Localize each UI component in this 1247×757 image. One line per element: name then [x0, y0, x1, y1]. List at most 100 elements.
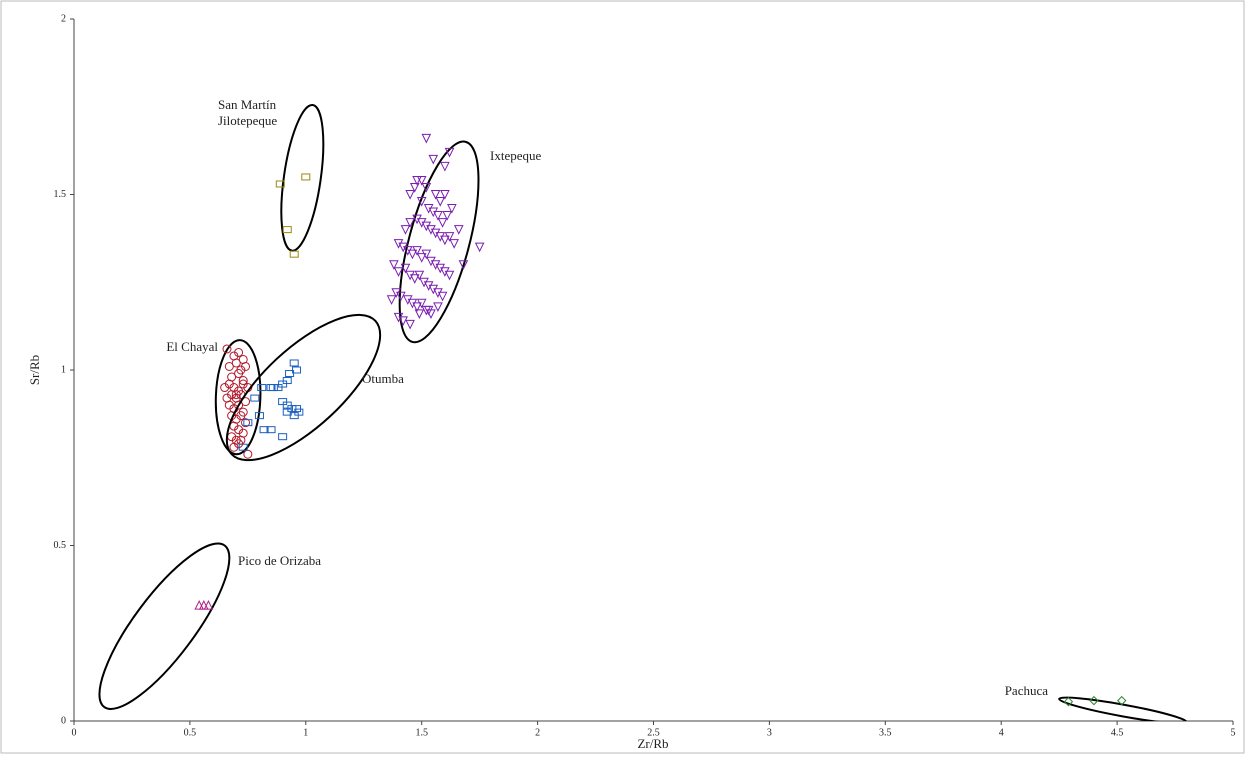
point [292, 405, 302, 413]
point [289, 359, 299, 367]
point [386, 295, 397, 305]
y-tick-label: 0 [61, 715, 66, 726]
point [416, 298, 427, 309]
point [440, 235, 450, 246]
point [292, 366, 302, 374]
point [453, 225, 464, 235]
x-tick-label: 3 [767, 727, 772, 738]
group-label: Ixtepeque [490, 148, 541, 163]
x-tick-label: 4 [999, 727, 1004, 738]
point [282, 401, 292, 409]
point [440, 161, 450, 172]
point [234, 347, 244, 357]
point [447, 204, 457, 214]
point [241, 418, 251, 428]
point [234, 400, 244, 410]
plot [98, 103, 1188, 721]
x-axis-label: Zr/Rb [637, 736, 668, 751]
point [282, 226, 292, 234]
x-tick-label: 4.5 [1111, 727, 1124, 738]
point [1117, 695, 1127, 706]
point [278, 398, 288, 406]
point [442, 211, 453, 221]
point [428, 154, 439, 165]
y-tick-label: 1.5 [54, 189, 67, 200]
point [273, 384, 283, 392]
point [433, 302, 443, 312]
confidence-ellipse [1058, 696, 1188, 721]
point [257, 384, 267, 392]
point [278, 433, 288, 441]
point [409, 182, 420, 193]
point [231, 390, 241, 400]
point [393, 267, 404, 277]
point [203, 600, 214, 610]
point [389, 260, 399, 270]
point [421, 249, 432, 260]
group-label: San Martín Jilotepeque [218, 97, 277, 128]
point [1089, 695, 1099, 706]
point [421, 182, 432, 193]
point [412, 302, 422, 312]
group-label: Pachuca [1005, 683, 1049, 698]
point [405, 190, 415, 200]
point [243, 449, 253, 459]
point [414, 309, 425, 319]
point [285, 370, 295, 378]
confidence-ellipse [225, 313, 382, 462]
point [437, 218, 448, 228]
point [289, 412, 299, 420]
point [222, 344, 232, 354]
confidence-ellipse [280, 103, 325, 252]
y-axis-label: Sr/Rb [27, 355, 42, 385]
point [289, 250, 299, 258]
x-tick-label: 0.5 [184, 727, 197, 738]
point [421, 133, 432, 144]
group-label: El Chayal [166, 339, 218, 354]
point [400, 263, 411, 274]
point [405, 319, 415, 330]
point [444, 147, 455, 158]
point [414, 270, 425, 281]
point [254, 412, 264, 420]
point [238, 443, 248, 451]
point [440, 190, 450, 200]
confidence-ellipse [98, 542, 231, 710]
point [301, 173, 311, 181]
point [236, 411, 246, 421]
point [433, 211, 443, 221]
point [234, 369, 244, 379]
point [430, 190, 441, 200]
point [416, 253, 427, 263]
point [275, 180, 285, 188]
x-tick-label: 2.5 [647, 727, 660, 738]
x-tick-label: 0 [72, 727, 77, 738]
point [243, 419, 253, 427]
point [444, 232, 455, 242]
point [266, 426, 276, 434]
point [259, 426, 269, 434]
x-tick-label: 5 [1231, 727, 1236, 738]
point [449, 239, 459, 249]
point [435, 197, 446, 207]
point [278, 380, 288, 388]
point [282, 408, 292, 416]
y-tick-label: 2 [61, 13, 66, 24]
group-label: Pico de Orizaba [238, 553, 321, 568]
point [412, 246, 422, 256]
point [400, 225, 411, 235]
point [268, 384, 278, 392]
point [224, 361, 234, 371]
point [1063, 696, 1074, 707]
confidence-ellipse [214, 339, 262, 456]
point [241, 361, 251, 371]
point [474, 242, 485, 253]
point [250, 394, 260, 402]
point [198, 600, 209, 610]
point [423, 305, 434, 316]
point [234, 439, 244, 449]
point [409, 274, 420, 284]
point [416, 175, 427, 186]
